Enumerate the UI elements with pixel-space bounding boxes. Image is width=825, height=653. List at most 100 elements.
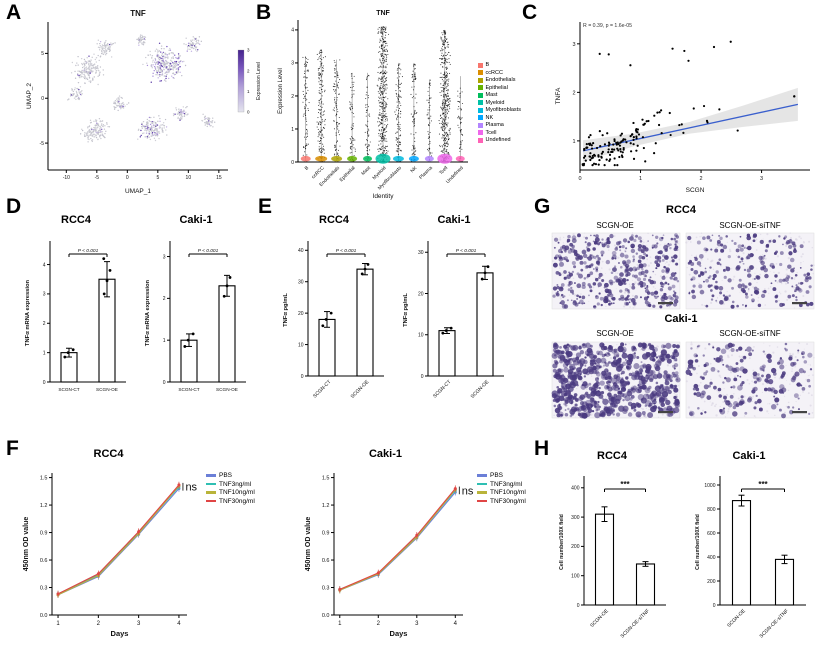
g-group-title-caki1: Caki-1 — [664, 313, 698, 325]
chart-title-e-rcc4: RCC4 — [319, 214, 349, 226]
svg-text:NK: NK — [409, 165, 419, 175]
panel-label-a: A — [6, 1, 22, 24]
svg-text:0: 0 — [291, 160, 294, 166]
legend-item: TNF10ng/ml — [206, 489, 255, 496]
g-group-title-rcc4: RCC4 — [666, 204, 696, 216]
legend-label: Tcell — [485, 129, 497, 136]
chart-title-f-caki1: Caki-1 — [368, 448, 403, 460]
legend-item: Tcell — [478, 130, 521, 136]
legend-label: PBS — [219, 472, 233, 479]
svg-text:3: 3 — [572, 42, 575, 48]
legend-item: TNF30ng/ml — [206, 498, 255, 505]
svg-text:2: 2 — [247, 68, 250, 73]
svg-text:10: 10 — [298, 342, 304, 348]
svg-text:TNFA: TNFA — [555, 87, 562, 104]
legend-item: TNF3ng/ml — [206, 481, 255, 488]
panel-label-g: G — [534, 195, 551, 218]
svg-text:P < 0.001: P < 0.001 — [78, 248, 99, 254]
svg-text:5: 5 — [41, 51, 44, 57]
legend-swatch — [478, 62, 483, 68]
legend-swatch — [478, 77, 483, 83]
panel-label-d: D — [6, 195, 22, 218]
panel-a-umap-plot: TNF -10 -5 0 5 10 15 -5 0 5 UMAP_1 UMAP_2 0 1 2 3 Expres… — [26, 9, 262, 195]
legend-item: ccRCC — [478, 70, 521, 76]
svg-text:UMAP_1: UMAP_1 — [125, 188, 151, 195]
svg-text:R = 0.39, p = 1.6e-05: R = 0.39, p = 1.6e-05 — [583, 23, 632, 29]
legend-item: Myofibroblasts — [478, 107, 521, 113]
legend-label: TNF10ng/ml — [490, 489, 526, 496]
svg-text:1: 1 — [291, 127, 294, 133]
panel-c-correlation-plot: 0 1 2 3 1 2 3 SCGN TNFA R = 0.39, p = 1.6e-05 — [555, 22, 810, 194]
svg-text:Plasma: Plasma — [418, 165, 434, 181]
legend-label: Myeloid — [485, 99, 505, 106]
svg-text:2: 2 — [572, 90, 575, 96]
legend-item: PBS — [477, 472, 526, 479]
legend-swatch — [206, 491, 216, 494]
svg-text:1: 1 — [43, 350, 46, 356]
legend-label: Mast — [485, 92, 498, 98]
chart-title-h-rcc4: RCC4 — [597, 450, 627, 462]
svg-text:P < 0.001: P < 0.001 — [456, 248, 477, 254]
panel-label-h: H — [534, 437, 550, 460]
svg-text:2: 2 — [700, 176, 703, 182]
svg-text:0: 0 — [41, 96, 44, 102]
svg-text:2: 2 — [43, 321, 46, 327]
legend-swatch — [478, 85, 483, 90]
svg-text:SCGN: SCGN — [686, 187, 705, 194]
legend-item: Endothelials — [478, 77, 521, 83]
svg-text:ccRCC: ccRCC — [311, 165, 326, 180]
legend-swatch — [206, 482, 216, 486]
svg-text:-5: -5 — [40, 141, 45, 147]
svg-text:15: 15 — [216, 175, 222, 181]
g-image-label-caki1-sitnf: SCGN-OE-siTNF — [719, 329, 781, 338]
svg-text:2: 2 — [163, 296, 166, 302]
transwell-image-rcc4-sitnf — [685, 232, 815, 310]
legend-item: Undefined — [478, 137, 521, 143]
legend-item: Plasma — [478, 122, 521, 128]
legend-label: TNF30ng/ml — [490, 497, 526, 505]
legend-label: TNF3ng/ml — [490, 480, 523, 488]
legend-swatch — [477, 474, 487, 477]
legend-label: TNF3ng/ml — [219, 480, 252, 488]
transwell-image-caki1-oe — [551, 341, 681, 420]
panel-label-f: F — [6, 437, 19, 460]
svg-text:0: 0 — [421, 374, 424, 380]
legend-label: Myofibroblasts — [485, 107, 521, 113]
svg-text:B: B — [304, 165, 311, 172]
legend-item: Mast — [478, 92, 521, 98]
legend-item: Epithelial — [478, 85, 521, 91]
svg-text:TNF: TNF — [130, 9, 146, 18]
svg-text:1: 1 — [572, 139, 575, 145]
legend-swatch — [478, 107, 483, 113]
panel-label-c: C — [522, 1, 538, 24]
legend-item: TNF10ng/ml — [477, 489, 526, 496]
svg-text:4: 4 — [291, 28, 294, 34]
legend-swatch — [206, 499, 216, 503]
svg-text:0: 0 — [126, 175, 129, 181]
legend-label: Epithelial — [485, 84, 508, 91]
bar-chart-mrna-rcc4: 0 1 2 3 4 TNFα mRNA expression SCGN-CT SCGN-OE P… — [25, 241, 126, 392]
chart-title-h-caki1: Caki-1 — [732, 450, 766, 462]
svg-text:Epithelial: Epithelial — [338, 165, 356, 183]
panel-label-e: E — [258, 195, 273, 218]
svg-text:SCGN-OE: SCGN-OE — [216, 387, 238, 392]
legend-item: B — [478, 62, 521, 68]
legend-item: Myeloid — [478, 100, 521, 106]
svg-text:SCGN-OE: SCGN-OE — [350, 379, 371, 400]
svg-text:1: 1 — [163, 338, 166, 344]
svg-text:Expression Level: Expression Level — [256, 62, 262, 100]
legend-label: NK — [485, 114, 494, 121]
svg-text:3: 3 — [760, 176, 763, 182]
svg-text:10: 10 — [418, 333, 424, 339]
legend-item: NK — [478, 115, 521, 121]
svg-text:P < 0.001: P < 0.001 — [198, 248, 219, 254]
legend-swatch — [478, 130, 483, 135]
svg-text:1: 1 — [247, 89, 250, 94]
svg-text:20: 20 — [418, 291, 424, 297]
svg-text:0: 0 — [247, 110, 250, 115]
svg-text:SCGN-CT: SCGN-CT — [58, 387, 79, 392]
svg-text:20: 20 — [298, 311, 304, 317]
